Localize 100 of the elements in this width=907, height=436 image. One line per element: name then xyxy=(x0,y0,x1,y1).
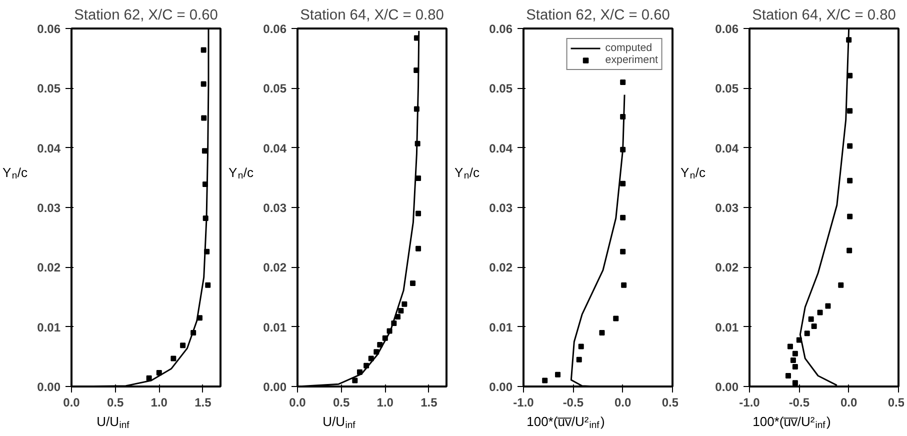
point xyxy=(200,81,206,87)
point xyxy=(847,143,853,149)
chart-title: Station 62, X/C = 0.60 xyxy=(526,8,670,24)
point xyxy=(416,246,422,252)
point xyxy=(838,282,844,288)
point xyxy=(846,248,852,254)
x-tick-label: 1.0 xyxy=(376,396,394,410)
y-tick-label: 0.02 xyxy=(715,260,739,275)
point xyxy=(202,181,208,187)
point xyxy=(416,210,422,216)
point xyxy=(356,369,362,375)
point xyxy=(620,248,626,254)
x-tick-label: 0.5 xyxy=(662,396,679,410)
point xyxy=(410,280,416,286)
y-tick-label: 0.00 xyxy=(263,380,287,394)
point xyxy=(170,356,176,362)
y-tick-label: 0.05 xyxy=(37,82,61,96)
y-tick-label: 0.04 xyxy=(263,141,287,156)
x-tick-label: 0.0 xyxy=(614,396,632,410)
point xyxy=(613,316,619,322)
y-tick-label: 0.05 xyxy=(489,82,513,96)
point xyxy=(846,37,852,43)
point xyxy=(785,373,791,379)
point xyxy=(792,364,798,370)
point xyxy=(817,310,823,316)
y-tick-label: 0.02 xyxy=(489,260,513,275)
point xyxy=(382,335,388,341)
x-tick-label: 0.5 xyxy=(888,396,905,410)
legend-label: experiment xyxy=(605,54,658,66)
x-tick-label: 1.5 xyxy=(194,396,212,410)
point xyxy=(201,115,207,121)
point xyxy=(395,314,401,320)
point xyxy=(386,328,392,334)
point xyxy=(847,72,853,78)
x-tick-label: 0.0 xyxy=(840,396,858,410)
point xyxy=(620,146,626,152)
x-tick-label: 0.0 xyxy=(289,396,306,410)
point xyxy=(847,108,853,114)
y-tick-label: 0.00 xyxy=(489,380,513,394)
y-tick-label: 0.06 xyxy=(715,22,739,36)
point xyxy=(200,47,206,53)
point xyxy=(202,215,208,221)
y-tick-label: 0.03 xyxy=(263,201,287,215)
chart-title: Station 64, X/C = 0.80 xyxy=(752,8,896,24)
x-tick-label: -0.5 xyxy=(562,396,584,410)
point xyxy=(620,114,626,120)
y-tick-label: 0.04 xyxy=(715,141,739,156)
point xyxy=(416,176,422,182)
point xyxy=(414,140,420,146)
x-tick-label: 0.5 xyxy=(106,396,124,410)
point xyxy=(180,342,186,348)
point xyxy=(808,316,814,322)
point xyxy=(787,344,793,350)
y-tick-label: 0.06 xyxy=(263,22,287,36)
y-tick-label: 0.02 xyxy=(263,260,287,275)
y-tick-label: 0.04 xyxy=(489,141,513,156)
point xyxy=(374,349,380,355)
point xyxy=(847,178,853,184)
point xyxy=(576,356,582,362)
y-tick-label: 0.06 xyxy=(37,22,61,36)
point xyxy=(578,344,584,350)
point xyxy=(364,362,370,368)
chart-title: Station 62, X/C = 0.60 xyxy=(74,8,218,24)
point xyxy=(196,315,202,321)
x-tick-label: 1.5 xyxy=(420,396,438,410)
y-tick-label: 0.00 xyxy=(715,380,739,394)
y-tick-label: 0.01 xyxy=(263,320,287,334)
x-tick-label: -0.5 xyxy=(788,396,810,410)
point xyxy=(790,357,796,363)
point xyxy=(792,380,798,386)
point xyxy=(391,320,397,326)
point xyxy=(156,370,162,376)
x-tick-label: 0.0 xyxy=(63,396,80,410)
y-tick-label: 0.06 xyxy=(489,22,513,36)
y-tick-label: 0.03 xyxy=(37,201,61,215)
y-tick-label: 0.01 xyxy=(715,320,739,334)
chart-title: Station 64, X/C = 0.80 xyxy=(300,8,444,24)
point xyxy=(352,378,358,384)
line-series xyxy=(570,94,626,386)
point xyxy=(804,330,810,336)
point xyxy=(620,214,626,220)
point xyxy=(555,372,561,378)
point xyxy=(205,282,211,288)
point xyxy=(796,337,802,343)
point xyxy=(620,79,626,85)
y-tick-label: 0.01 xyxy=(489,320,513,334)
point xyxy=(542,378,548,384)
point xyxy=(190,330,196,336)
x-tick-label: 1.0 xyxy=(150,396,168,410)
x-tick-label: -1.0 xyxy=(513,396,534,410)
point xyxy=(377,342,383,348)
point xyxy=(414,106,420,112)
point xyxy=(811,323,817,329)
x-tick-label: -1.0 xyxy=(739,396,760,410)
point xyxy=(368,356,374,362)
y-tick-label: 0.00 xyxy=(37,380,61,394)
y-tick-label: 0.04 xyxy=(37,141,61,156)
y-tick-label: 0.05 xyxy=(715,82,739,96)
point xyxy=(620,180,626,186)
x-tick-label: 0.5 xyxy=(332,396,350,410)
